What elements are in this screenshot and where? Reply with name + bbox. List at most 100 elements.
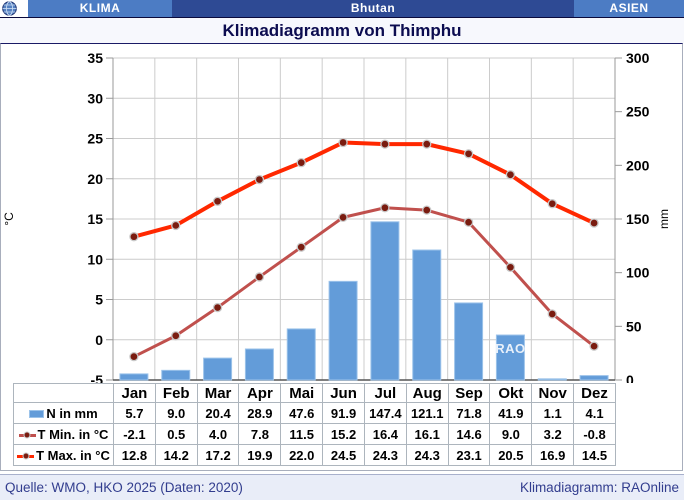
month-cell: Feb — [154, 383, 198, 403]
value-cell: 14.6 — [447, 423, 491, 445]
month-cell: Mar — [196, 383, 240, 403]
value-cell: 20.4 — [196, 402, 240, 424]
precipitation-bar — [328, 280, 358, 381]
data-point-marker — [589, 218, 599, 228]
right-tick-label: 150 — [626, 211, 650, 227]
value-cell: 14.2 — [154, 444, 198, 466]
value-cell: 7.8 — [238, 423, 282, 445]
month-cell: Aug — [405, 383, 449, 403]
data-point-marker — [129, 352, 139, 362]
precipitation-bar — [454, 302, 484, 381]
right-tick-label: 0 — [626, 372, 634, 383]
climate-data-table: Jan Feb Mar Apr Mai Jun Jul Aug Sep Okt Nov Dez N in… — [13, 383, 616, 466]
page-title: Klimadiagramm von Thimphu — [222, 21, 462, 40]
value-cell: 147.4 — [363, 402, 407, 424]
series-name: T Max. in °C — [36, 447, 110, 463]
precipitation-bar — [370, 221, 400, 381]
precipitation-bar — [203, 357, 233, 381]
left-tick-label: 10 — [87, 251, 103, 267]
precipitation-bar — [119, 373, 149, 381]
data-point-marker — [338, 212, 348, 223]
left-tick-label: 5 — [95, 292, 103, 308]
title-band: Klimadiagramm von Thimphu — [0, 18, 684, 43]
series-label-cell: T Max. in °C — [13, 444, 114, 466]
value-cell: 12.8 — [113, 444, 156, 466]
value-cell: 9.0 — [489, 423, 533, 445]
value-cell: 24.5 — [322, 444, 365, 466]
value-cell: 20.5 — [489, 444, 533, 466]
value-cell: 28.9 — [238, 402, 282, 424]
value-cell: -2.1 — [113, 423, 156, 445]
temperature-line — [131, 140, 597, 239]
data-point-marker — [505, 262, 516, 272]
left-tick-label: 20 — [87, 171, 103, 187]
right-tick-label: 250 — [626, 104, 650, 120]
month-cell: Sep — [447, 383, 491, 403]
value-cell: 91.9 — [322, 402, 365, 424]
month-cell: Nov — [531, 383, 575, 403]
value-cell: 15.2 — [322, 423, 365, 445]
data-point-marker — [422, 139, 432, 149]
series-label-cell: N in mm — [13, 402, 114, 424]
data-point-marker — [380, 203, 390, 213]
value-cell: 1.1 — [531, 402, 575, 424]
precipitation-bar — [412, 249, 442, 381]
series-name: N in mm — [46, 405, 98, 421]
month-cell: Mai — [280, 383, 324, 403]
value-cell: 121.1 — [405, 402, 449, 424]
data-point-marker — [254, 174, 265, 185]
table-row: N in mm 5.7 9.0 20.4 28.9 47.6 91.9 147.4 121.1 7… — [13, 402, 616, 424]
data-point-marker — [338, 137, 348, 148]
marker-dot-icon — [23, 431, 31, 439]
value-cell: 4.1 — [573, 402, 616, 424]
nav-tab-asien[interactable]: ASIEN — [574, 0, 684, 17]
top-nav-bar: KLIMA Bhutan ASIEN — [0, 0, 684, 18]
value-cell: 9.0 — [154, 402, 198, 424]
value-cell: 23.1 — [447, 444, 491, 466]
rao-watermark: RAO — [495, 341, 525, 356]
precipitation-bar — [161, 369, 191, 381]
data-point-marker — [254, 272, 265, 282]
source-note: Quelle: WMO, HKO 2025 (Daten: 2020) — [5, 480, 243, 495]
value-cell: 47.6 — [280, 402, 324, 424]
temperature-line — [132, 206, 596, 359]
data-point-marker — [589, 341, 599, 351]
data-point-marker — [296, 158, 306, 168]
table-row: Jan Feb Mar Apr Mai Jun Jul Aug Sep Okt Nov Dez — [13, 383, 616, 403]
value-cell: 24.3 — [363, 444, 407, 466]
right-axis-unit: mm — [657, 209, 671, 229]
marker-dot-icon — [22, 452, 30, 460]
data-point-marker — [171, 220, 181, 231]
right-tick-label: 50 — [626, 318, 642, 334]
left-axis-unit: °C — [2, 212, 16, 226]
data-point-marker — [547, 309, 557, 319]
nav-tab-klima[interactable]: KLIMA — [28, 0, 172, 17]
precipitation-bar — [579, 375, 609, 381]
footer-bar: Quelle: WMO, HKO 2025 (Daten: 2020) Klim… — [0, 474, 684, 500]
value-cell: 14.5 — [573, 444, 616, 466]
globe-icon[interactable] — [2, 1, 17, 16]
credit-note: Klimadiagramm: RAOnline — [519, 480, 679, 495]
month-cell: Dez — [573, 383, 616, 403]
month-cell: Jul — [363, 383, 407, 403]
precipitation-bar — [286, 328, 316, 381]
line-legend-icon — [18, 431, 36, 439]
value-cell: 16.1 — [405, 423, 449, 445]
data-point-marker — [422, 205, 432, 215]
data-point-marker — [212, 196, 223, 206]
value-cell: -0.8 — [573, 423, 616, 445]
data-point-marker — [505, 170, 516, 180]
value-cell: 17.2 — [196, 444, 240, 466]
month-cell: Apr — [238, 383, 282, 403]
table-row: T Min. in °C -2.1 0.5 4.0 7.8 11.5 15.2 16.4 16.… — [13, 423, 616, 445]
value-cell: 3.2 — [531, 423, 575, 445]
data-point-marker — [171, 331, 181, 341]
month-cell: Okt — [489, 383, 533, 403]
data-point-marker — [129, 232, 139, 242]
precipitation-bar — [495, 334, 525, 381]
left-tick-label: 15 — [87, 211, 103, 227]
precipitation-bar — [244, 348, 274, 381]
table-row: T Max. in °C 12.8 14.2 17.2 19.9 22.0 24.5 24.3… — [13, 444, 616, 466]
value-cell: 0.5 — [154, 423, 198, 445]
